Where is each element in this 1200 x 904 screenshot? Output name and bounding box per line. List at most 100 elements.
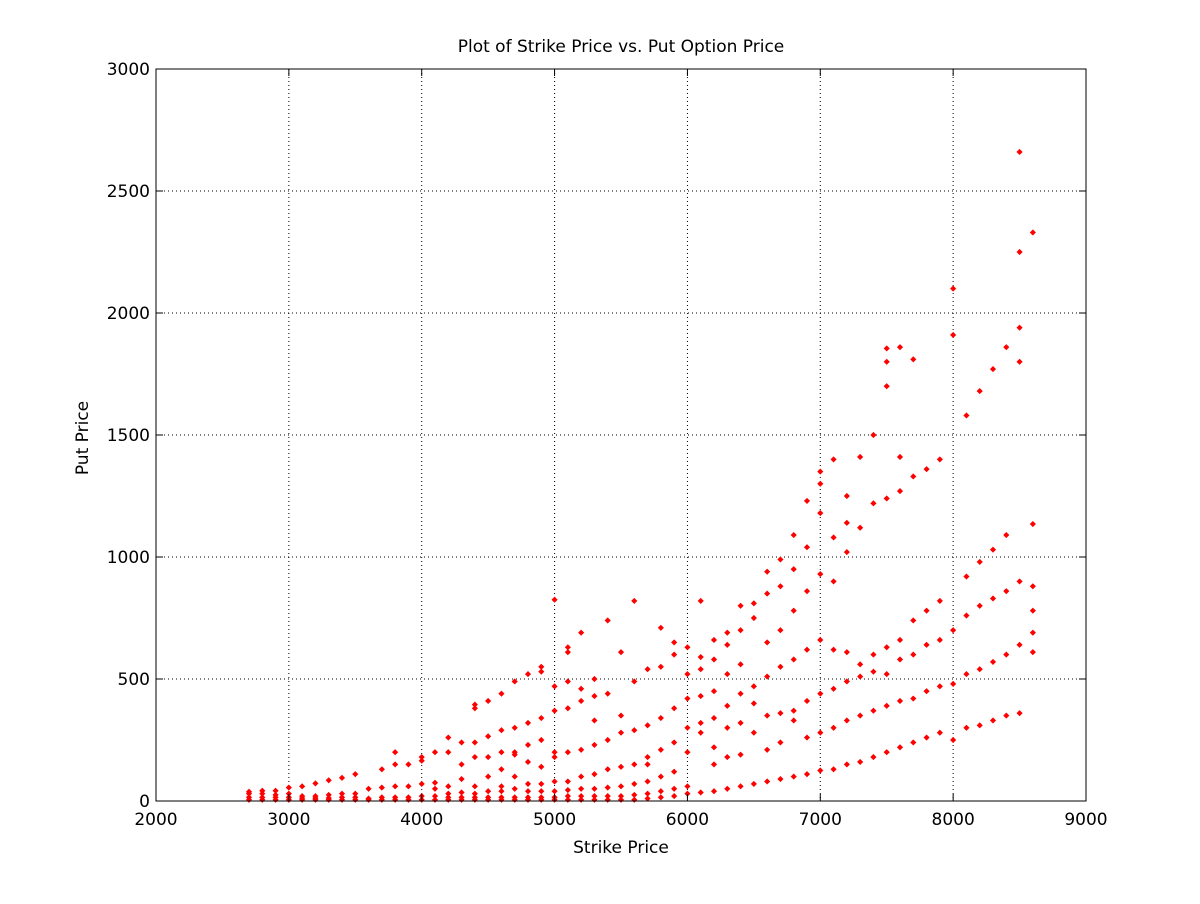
data-point	[750, 780, 757, 787]
data-point	[617, 783, 625, 790]
data-point	[777, 775, 784, 783]
data-point	[458, 789, 465, 796]
data-point	[777, 583, 784, 590]
data-point	[857, 673, 864, 680]
data-point	[790, 707, 797, 714]
data-point	[710, 636, 718, 644]
data-point	[471, 783, 478, 790]
data-point	[870, 754, 877, 761]
data-point	[445, 783, 452, 790]
data-point	[617, 712, 625, 719]
data-point	[644, 795, 651, 802]
data-point	[684, 695, 691, 702]
data-point	[830, 766, 837, 773]
data-point	[803, 544, 811, 551]
data-point	[923, 607, 930, 614]
data-point	[883, 749, 890, 756]
y-axis-label: Put Price	[73, 401, 93, 475]
data-point	[750, 614, 757, 622]
data-point	[564, 649, 571, 656]
data-point	[684, 671, 691, 678]
data-point	[1029, 607, 1036, 614]
data-point	[803, 734, 811, 741]
data-point	[750, 729, 757, 736]
data-point	[604, 793, 611, 800]
data-point	[325, 777, 332, 784]
data-point	[976, 722, 983, 729]
data-point	[538, 788, 545, 795]
data-point	[870, 500, 877, 507]
axis-ticks: 2000 3000 4000 5000 6000 7000 8000 9000 0 500 1000…	[107, 60, 1108, 830]
data-point	[498, 766, 505, 773]
data-point	[538, 668, 545, 675]
data-point	[1016, 148, 1023, 156]
data-point	[764, 712, 771, 719]
data-point	[524, 780, 532, 787]
data-point	[1003, 588, 1010, 595]
data-point	[883, 358, 890, 365]
data-point	[883, 644, 890, 651]
data-point	[591, 741, 598, 748]
data-point	[1003, 712, 1010, 719]
data-point	[657, 746, 664, 753]
data-point	[392, 761, 399, 768]
data-point	[963, 573, 970, 580]
data-point	[724, 754, 731, 761]
data-point	[538, 736, 545, 744]
data-point	[272, 791, 279, 798]
data-point	[578, 785, 585, 792]
data-point	[591, 771, 598, 778]
x-tick-label: 9000	[1064, 810, 1107, 830]
data-point	[923, 734, 930, 741]
data-point	[803, 771, 811, 778]
data-point	[684, 749, 691, 756]
data-point	[538, 780, 545, 787]
data-point	[524, 758, 532, 766]
data-point	[910, 473, 917, 480]
data-point	[498, 788, 505, 795]
y-tick-label: 3000	[107, 60, 150, 80]
data-point	[551, 788, 558, 795]
data-point	[777, 627, 784, 634]
data-point	[511, 785, 518, 792]
data-point	[299, 783, 306, 790]
x-tick-label: 4000	[400, 810, 443, 830]
data-point	[578, 685, 585, 692]
data-point	[524, 671, 532, 678]
data-point	[843, 717, 850, 724]
x-tick-label: 3000	[267, 810, 310, 830]
data-point	[604, 766, 611, 773]
data-point	[591, 675, 598, 683]
data-point	[657, 624, 664, 631]
data-point	[777, 556, 784, 563]
data-point	[392, 794, 399, 801]
data-point	[538, 663, 545, 670]
data-point	[1016, 578, 1023, 585]
data-point	[750, 600, 757, 607]
data-point	[737, 661, 744, 668]
data-point	[950, 285, 957, 292]
data-point	[737, 627, 744, 634]
data-point	[857, 758, 864, 766]
data-point	[803, 497, 811, 504]
x-axis-label: Strike Price	[573, 838, 669, 858]
data-point	[591, 693, 598, 700]
data-point	[684, 724, 691, 731]
data-point	[551, 683, 558, 690]
data-point	[564, 705, 571, 712]
data-point	[883, 671, 890, 678]
data-point	[644, 754, 651, 761]
data-point	[498, 727, 505, 734]
data-point	[578, 773, 585, 780]
data-point	[737, 751, 744, 758]
data-point	[511, 794, 518, 801]
data-point	[644, 761, 651, 768]
data-point	[538, 794, 545, 801]
data-point	[1016, 324, 1023, 331]
data-point	[724, 641, 731, 648]
data-point	[671, 768, 678, 775]
data-point	[259, 787, 266, 794]
data-point	[631, 678, 638, 685]
data-point	[338, 790, 346, 797]
